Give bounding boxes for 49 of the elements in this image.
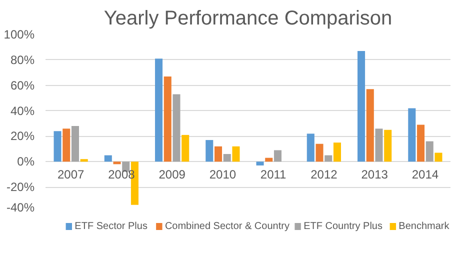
- bar: [62, 128, 70, 162]
- x-tick-label: 2013: [361, 168, 388, 182]
- bar: [155, 58, 163, 162]
- bar: [408, 108, 416, 162]
- bar: [316, 144, 324, 162]
- legend-label: ETF Country Plus: [304, 221, 382, 232]
- x-tick-label: 2009: [158, 168, 186, 182]
- x-tick-label: 2007: [57, 168, 84, 182]
- bar: [172, 94, 180, 162]
- bar: [333, 142, 341, 162]
- bar: [434, 152, 442, 162]
- bar: [113, 162, 121, 164]
- bar: [426, 141, 434, 162]
- y-tick-label: 80%: [10, 52, 35, 67]
- x-tick-label: 2010: [209, 168, 236, 182]
- bar: [274, 150, 282, 162]
- y-tick-label: -20%: [6, 180, 35, 194]
- y-tick-label: 100%: [4, 28, 35, 42]
- bar: [206, 140, 214, 162]
- bar: [223, 154, 231, 162]
- y-tick-label: 40%: [10, 104, 35, 118]
- y-tick-label: 0%: [17, 154, 35, 169]
- bar: [366, 89, 374, 162]
- chart-title: Yearly Performance Comparison: [104, 8, 392, 30]
- x-tick-label: 2011: [260, 168, 287, 182]
- y-tick-label: -40%: [6, 200, 35, 214]
- x-tick-label: 2012: [310, 168, 338, 182]
- legend-label: ETF Sector Plus: [74, 221, 148, 232]
- bar: [214, 146, 222, 162]
- y-tick-label: 20%: [10, 129, 35, 144]
- y-tick-label: 60%: [10, 78, 35, 92]
- bar: [416, 124, 425, 162]
- bar: [54, 131, 62, 162]
- bar: [375, 128, 383, 162]
- bar: [232, 146, 240, 162]
- bar: [182, 134, 190, 162]
- legend-label: Benchmark: [398, 221, 450, 232]
- bar: [71, 126, 80, 162]
- bar: [384, 130, 392, 162]
- bar: [265, 158, 273, 162]
- bar: [80, 159, 88, 162]
- bar: [256, 162, 264, 166]
- bar: [164, 76, 172, 162]
- legend-label: Combined Sector & Country: [164, 221, 290, 232]
- bar: [358, 51, 366, 162]
- bar: [306, 134, 314, 162]
- x-tick-label: 2014: [412, 168, 439, 182]
- bar: [104, 155, 112, 162]
- bar: [324, 155, 332, 162]
